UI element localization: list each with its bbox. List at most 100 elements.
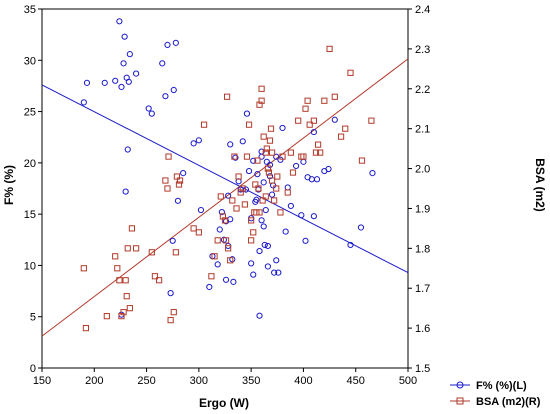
- fpercent-point: [145, 105, 152, 112]
- bsa-point: [262, 149, 269, 156]
- bsa-point: [256, 209, 263, 216]
- bsa-point: [250, 229, 257, 236]
- fpercent-point: [206, 283, 213, 291]
- bsa-point: [326, 45, 333, 52]
- bsa-point: [310, 117, 317, 124]
- fpercent-point: [220, 236, 228, 243]
- left-y-tick-label: 10: [24, 260, 36, 272]
- bsa-point: [124, 245, 131, 252]
- fpercent-point: [313, 176, 321, 183]
- bsa-point: [148, 249, 155, 256]
- bsa-point: [241, 201, 248, 208]
- bsa-point: [268, 177, 276, 184]
- bsa-point: [258, 97, 265, 104]
- bsa-point: [314, 141, 322, 148]
- right-y-tick-label: 1.9: [415, 203, 430, 215]
- bsa-point: [217, 193, 224, 200]
- fpercent-point: [169, 237, 176, 244]
- bsa-point: [231, 153, 238, 160]
- fpercent-point: [116, 18, 123, 25]
- bsa-point: [368, 117, 375, 124]
- bsa-point: [304, 97, 311, 104]
- fpercent-point: [118, 83, 125, 91]
- right-y-tick-label: 1.6: [415, 323, 430, 335]
- left-y-tick-label: 20: [24, 158, 36, 170]
- bsa-point: [271, 197, 278, 204]
- fpercent-point: [256, 312, 263, 319]
- fpercent-point: [310, 213, 317, 220]
- bsa-point: [122, 277, 129, 284]
- bsa-point: [133, 245, 140, 252]
- bsa-point: [156, 277, 163, 284]
- fpercent-point: [227, 216, 234, 223]
- bsa-point: [321, 97, 328, 104]
- bsa-point: [195, 229, 202, 236]
- fpercent-point: [159, 60, 166, 67]
- bsa-point: [248, 217, 255, 224]
- fpercent-point: [243, 110, 251, 117]
- x-tick-label: 500: [399, 375, 417, 387]
- fpercent-point: [262, 206, 269, 214]
- x-tick-label: 250: [137, 375, 155, 387]
- left-y-tick-label: 35: [24, 4, 36, 16]
- bsa-point: [251, 209, 258, 216]
- x-axis-ticks: 150 200 250 300 350 400 450 500: [33, 368, 417, 387]
- bsa-point: [277, 209, 284, 216]
- fpercent-point: [172, 39, 179, 46]
- fpercent-point: [357, 224, 365, 231]
- fpercent-point: [80, 99, 87, 106]
- bsa-point: [256, 101, 263, 108]
- bsa-point: [114, 265, 121, 272]
- bsa-point: [273, 185, 280, 192]
- fpercent-point: [275, 269, 282, 276]
- fpercent-point: [300, 158, 307, 165]
- fpercent-point: [254, 171, 261, 178]
- left-y-tick-label: 15: [24, 209, 36, 221]
- right-y-axis-title: BSA (m2): [533, 158, 547, 212]
- fpercent-point: [325, 165, 332, 173]
- fpercent-point: [180, 170, 187, 177]
- bsa-point: [170, 309, 177, 316]
- bsa-point: [237, 189, 244, 196]
- legend-label-fpercent: F% (%)(L): [476, 380, 527, 392]
- left-y-tick-label: 5: [30, 312, 36, 324]
- fpercent-point: [268, 191, 276, 198]
- x-axis-title: Ergo (W): [199, 396, 249, 410]
- fpercent-point: [164, 41, 171, 49]
- plot-border: [41, 8, 409, 369]
- bsa-point: [116, 277, 123, 284]
- bsa-point: [248, 237, 255, 244]
- bsa-point: [262, 193, 269, 200]
- bsa-point: [82, 325, 90, 332]
- right-y-tick-label: 1.8: [415, 243, 430, 255]
- fpercent-point: [256, 247, 263, 255]
- bsa-point: [120, 309, 127, 316]
- bsa-point: [245, 121, 253, 128]
- bsa-point: [235, 173, 242, 180]
- fpercent-point: [214, 261, 221, 268]
- bsa-point: [289, 169, 297, 176]
- bsa-point: [331, 93, 338, 100]
- right-y-tick-label: 2.1: [415, 124, 430, 136]
- right-y-tick-label: 2.3: [415, 44, 430, 56]
- fpercent-point: [263, 158, 270, 165]
- fpercent-point: [273, 257, 280, 264]
- bsa-point: [243, 153, 251, 160]
- fpercent-point: [248, 260, 255, 267]
- bsa-fit-line: [41, 58, 409, 337]
- fpercent-point: [216, 226, 223, 233]
- fpercent-point: [227, 141, 234, 148]
- bsa-point: [255, 185, 262, 192]
- fpercent-point: [266, 161, 274, 169]
- x-tick-label: 150: [33, 375, 51, 387]
- left-y-axis-title: F% (%): [2, 165, 16, 205]
- fpercent-point: [264, 263, 271, 270]
- bsa-point: [253, 209, 260, 216]
- bsa-point: [123, 293, 130, 300]
- bsa-point: [265, 169, 273, 176]
- fpercent-point: [167, 290, 174, 297]
- fpercent-point: [197, 206, 205, 214]
- fpercent-point: [250, 157, 257, 164]
- trend-lines: [41, 58, 409, 337]
